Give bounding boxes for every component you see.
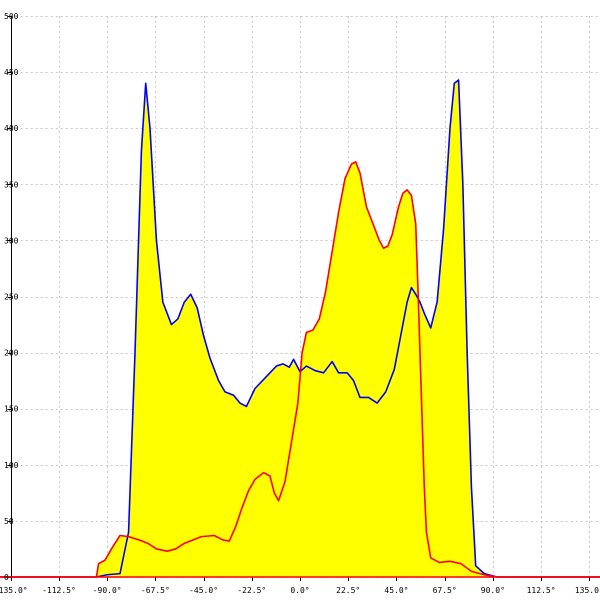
- y-tick-label: 150: [4, 405, 19, 414]
- y-tick-label: 450: [4, 68, 19, 77]
- x-tick-label: 0.0°: [290, 586, 309, 595]
- axes: [0, 16, 600, 581]
- x-tick-label: -112.5°: [42, 586, 76, 595]
- x-tick-label: 67.5°: [433, 586, 457, 595]
- x-tick-label: 22.5°: [336, 586, 360, 595]
- fill-area: [0, 79, 600, 577]
- x-tick-label: -22.5°: [237, 586, 266, 595]
- x-tick-label: -135.0°: [0, 586, 28, 595]
- x-tick-label: 90.0°: [481, 586, 505, 595]
- envelope-fill: [0, 79, 600, 577]
- x-tick-label: -67.5°: [141, 586, 170, 595]
- x-tick-label: 45.0°: [384, 586, 408, 595]
- series-lines: [0, 79, 600, 578]
- y-tick-label: 250: [4, 293, 19, 302]
- y-tick-label: 400: [4, 124, 19, 133]
- y-tick-label: 100: [4, 461, 19, 470]
- x-tick-label: 112.5°: [527, 586, 556, 595]
- x-tick-label: 135.0°: [575, 586, 600, 595]
- series-line-0: [0, 79, 600, 578]
- x-tick-label: -90.0°: [93, 586, 122, 595]
- tick-labels: 0 50 100 150 200 250 300 350 400 450 500 -135.0° -11…: [0, 12, 600, 595]
- y-tick-label: 0: [4, 573, 9, 582]
- y-tick-label: 350: [4, 180, 19, 189]
- y-tick-label: 300: [4, 236, 19, 245]
- y-tick-label: 50: [4, 517, 14, 526]
- series-line-1: [0, 161, 600, 578]
- x-tick-label: -45.0°: [189, 586, 218, 595]
- y-tick-label: 500: [4, 12, 19, 21]
- y-tick-label: 200: [4, 349, 19, 358]
